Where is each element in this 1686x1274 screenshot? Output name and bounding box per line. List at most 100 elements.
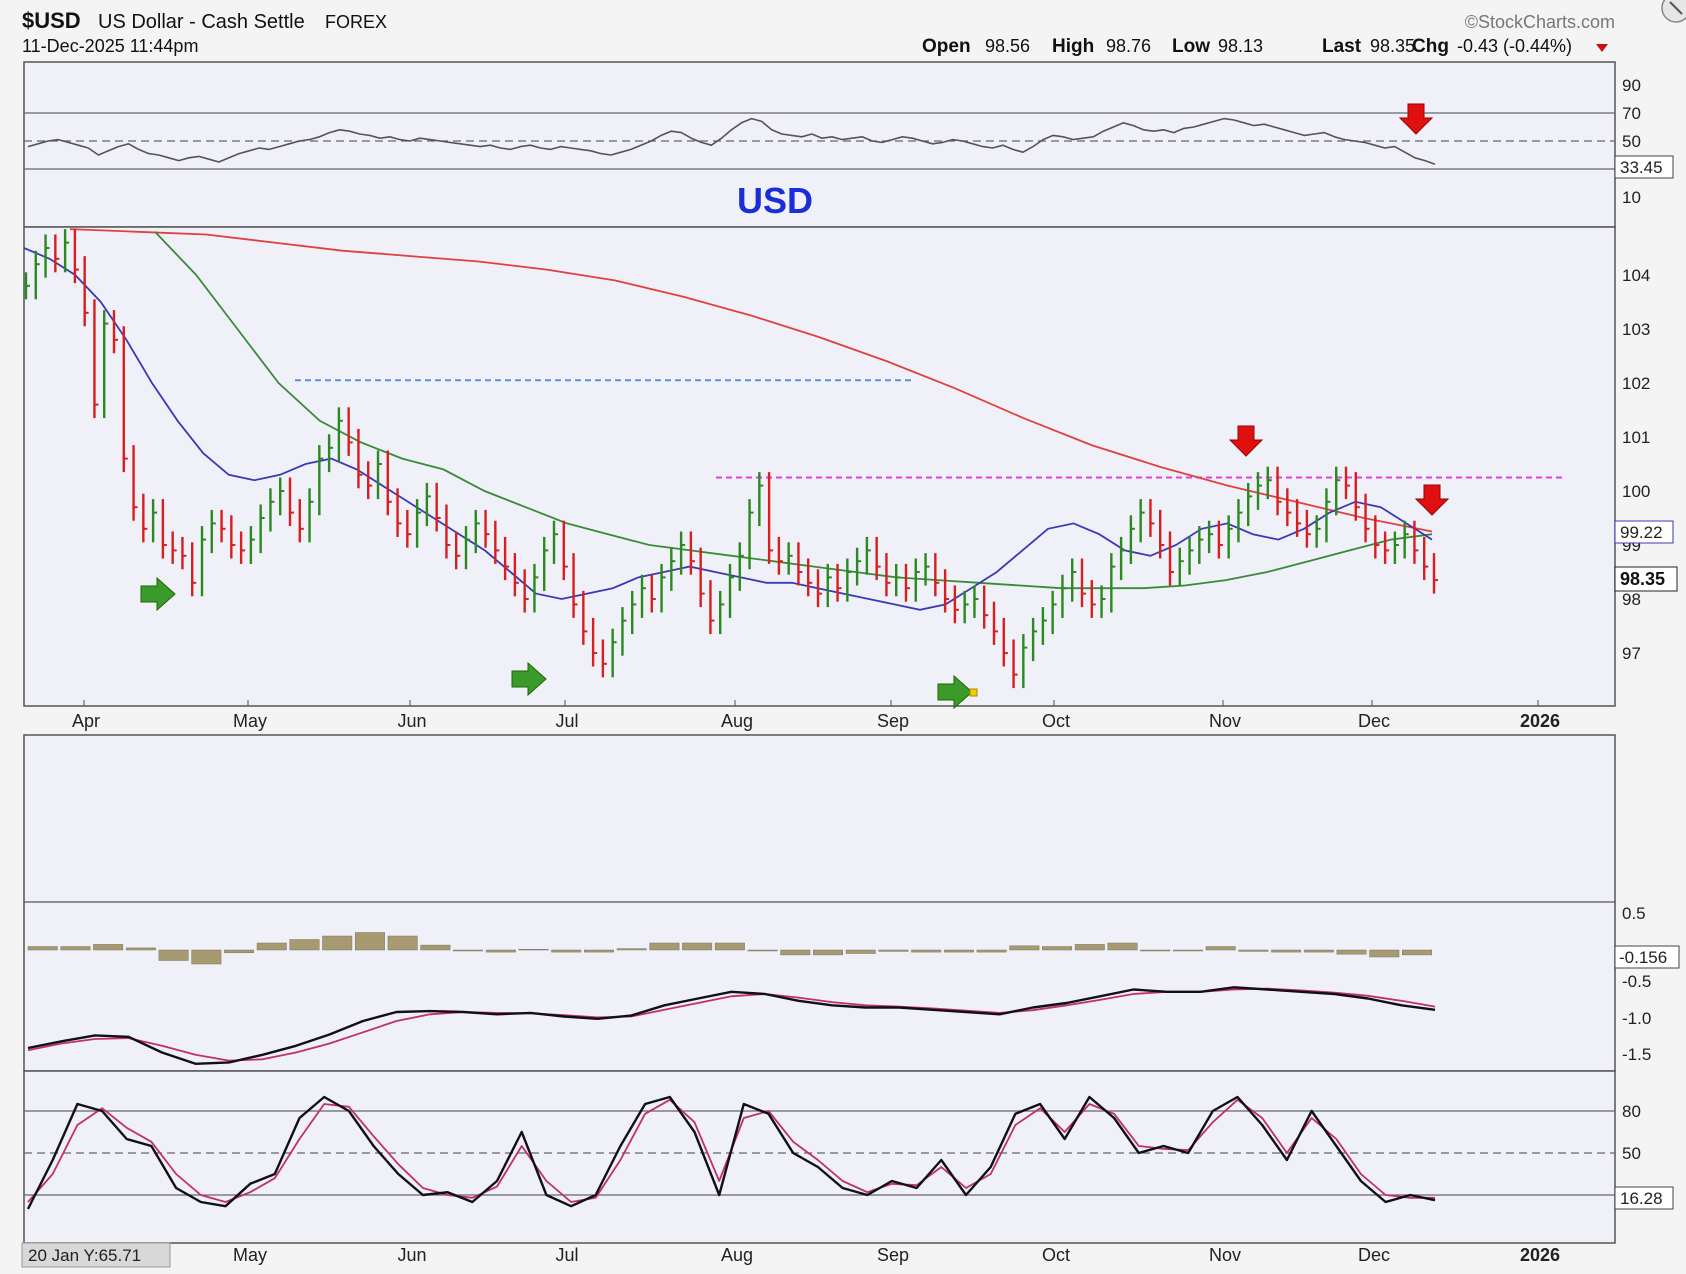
macd-histogram-bar (649, 942, 680, 951)
crosshair-readout-box: 20 Jan Y:65.71 (21, 1242, 171, 1268)
chart-header: $USD US Dollar - Cash Settle FOREX 11-De… (22, 0, 1686, 57)
quote-value-open: 98.56 (985, 36, 1030, 56)
stoch-frame (23, 1070, 1616, 1244)
arrow-right-icon (140, 576, 176, 612)
price-right-arrow-sep (937, 674, 973, 710)
month-label-may: May (233, 711, 267, 731)
month-label-jul: Jul (555, 711, 578, 731)
price-right-arrow-jun (511, 661, 547, 697)
stoch-last-label: 16.28 (1620, 1189, 1663, 1208)
brand-label[interactable]: ©StockCharts.com (1465, 12, 1615, 32)
arrow-right-icon (937, 674, 973, 710)
macd-histogram-bar (453, 949, 484, 952)
price-down-arrow-nov (1228, 425, 1264, 457)
rsi-panel: 90 70 50 10 33.45 (24, 76, 1674, 207)
month-label-oct: Oct (1042, 711, 1070, 731)
last-price-box (1614, 566, 1678, 592)
macd-histogram-bar (845, 949, 876, 954)
macd-histogram-bar (485, 949, 516, 953)
instrument-name: US Dollar - Cash Settle (98, 11, 305, 33)
last-price-label: 98.35 (1620, 569, 1665, 589)
macd-histogram-bar (158, 949, 189, 961)
macd-histogram-bar (878, 949, 909, 952)
arrow-down-icon (1398, 103, 1434, 135)
macd-histogram-bar (714, 942, 745, 951)
quote-label-high: High (1052, 36, 1094, 57)
close-icon[interactable] (1661, 0, 1686, 23)
stoch-last-box (1614, 1186, 1674, 1210)
quote-value-chg: -0.43 (-0.44%) (1457, 36, 1572, 56)
rsi-tick-90: 90 (1622, 76, 1641, 95)
stoch-last-badge: 16.28 (1614, 1186, 1674, 1210)
arrow-right-icon (511, 661, 547, 697)
macd-histogram-bar (60, 946, 91, 951)
month-label-apr: Apr (72, 711, 100, 731)
macd-panel: 0.5 -0.5 -1.0 -1.5 -0.156 (27, 904, 1680, 1066)
macd-histogram-bar (93, 944, 124, 951)
quote-value-low: 98.13 (1218, 36, 1263, 56)
macd-tick--0.5: -0.5 (1622, 972, 1651, 991)
sma-value-badge: 99.22 (1614, 520, 1674, 544)
month-label-2026: 2026 (1520, 711, 1560, 731)
macd-last-badge: -0.156 (1614, 945, 1680, 969)
macd-histogram-bar (322, 935, 353, 951)
macd-histogram-bar (584, 949, 614, 953)
price-tick-97: 97 (1622, 644, 1641, 663)
month-label-nov: Nov (1209, 711, 1241, 731)
quote-label-chg: Chg (1412, 36, 1449, 57)
price-tick-100: 100 (1622, 482, 1650, 501)
sma-value-box (1614, 520, 1674, 544)
macd-histogram-bar (747, 949, 778, 952)
macd-line (27, 986, 1436, 1066)
macd-tick-0.5: 0.5 (1622, 904, 1646, 923)
bottom-month-label-dec: Dec (1358, 1245, 1390, 1265)
rsi-frame (23, 61, 1616, 228)
macd-histogram-bar (354, 932, 385, 951)
rsi-line (27, 117, 1436, 165)
bottom-month-label-aug: Aug (721, 1245, 753, 1265)
price-tick-103: 103 (1622, 320, 1650, 339)
crosshair-readout: 20 Jan Y:65.71 (28, 1246, 141, 1265)
exchange-label: FOREX (325, 12, 387, 32)
bottom-month-label-jun: Jun (397, 1245, 426, 1265)
macd-histogram-bar (1172, 949, 1203, 952)
bottom-month-label-nov: Nov (1209, 1245, 1241, 1265)
bottom-month-label-jul: Jul (555, 1245, 578, 1265)
macd-histogram-bar (1140, 949, 1171, 952)
rsi-tick-10: 10 (1622, 188, 1641, 207)
macd-histogram-bar (682, 942, 713, 951)
macd-histogram-bar (1205, 946, 1236, 951)
sma-value-label: 99.22 (1620, 523, 1663, 542)
chart-panels (23, 61, 1616, 1244)
rsi-last-box (1614, 155, 1674, 179)
stoch-k-line (26, 1095, 1436, 1210)
sma-mid-line (154, 231, 1433, 590)
macd-tick--1.5: -1.5 (1622, 1045, 1651, 1064)
rsi-down-arrow (1398, 103, 1434, 135)
stochastic-panel: 80 50 16.28 (24, 1095, 1674, 1210)
price-tick-102: 102 (1622, 374, 1650, 393)
arrow-down-icon (1228, 425, 1264, 457)
last-price-badge: 98.35 (1614, 566, 1678, 592)
price-tick-101: 101 (1622, 428, 1650, 447)
month-label-aug: Aug (721, 711, 753, 731)
macd-frame (23, 734, 1616, 1072)
quote-label-low: Low (1172, 36, 1210, 57)
stoch-tick-80: 80 (1622, 1102, 1641, 1121)
sma-fast-line (23, 247, 1433, 611)
quote-label-last: Last (1322, 36, 1362, 57)
macd-histogram-bar (289, 939, 320, 951)
arrow-down-icon (1414, 484, 1450, 516)
macd-histogram-bar (1074, 944, 1105, 951)
macd-histogram-bar (1238, 949, 1269, 952)
macd-histogram-bar (27, 946, 58, 951)
rsi-tick-50: 50 (1622, 132, 1641, 151)
quote-value-high: 98.76 (1106, 36, 1151, 56)
price-frame (23, 226, 1616, 707)
macd-histogram-bar (518, 949, 549, 951)
axis-labels: Apr May Jun Jul Aug Sep Oct Nov Dec 2026 May Jun Jul… (72, 700, 1560, 1265)
